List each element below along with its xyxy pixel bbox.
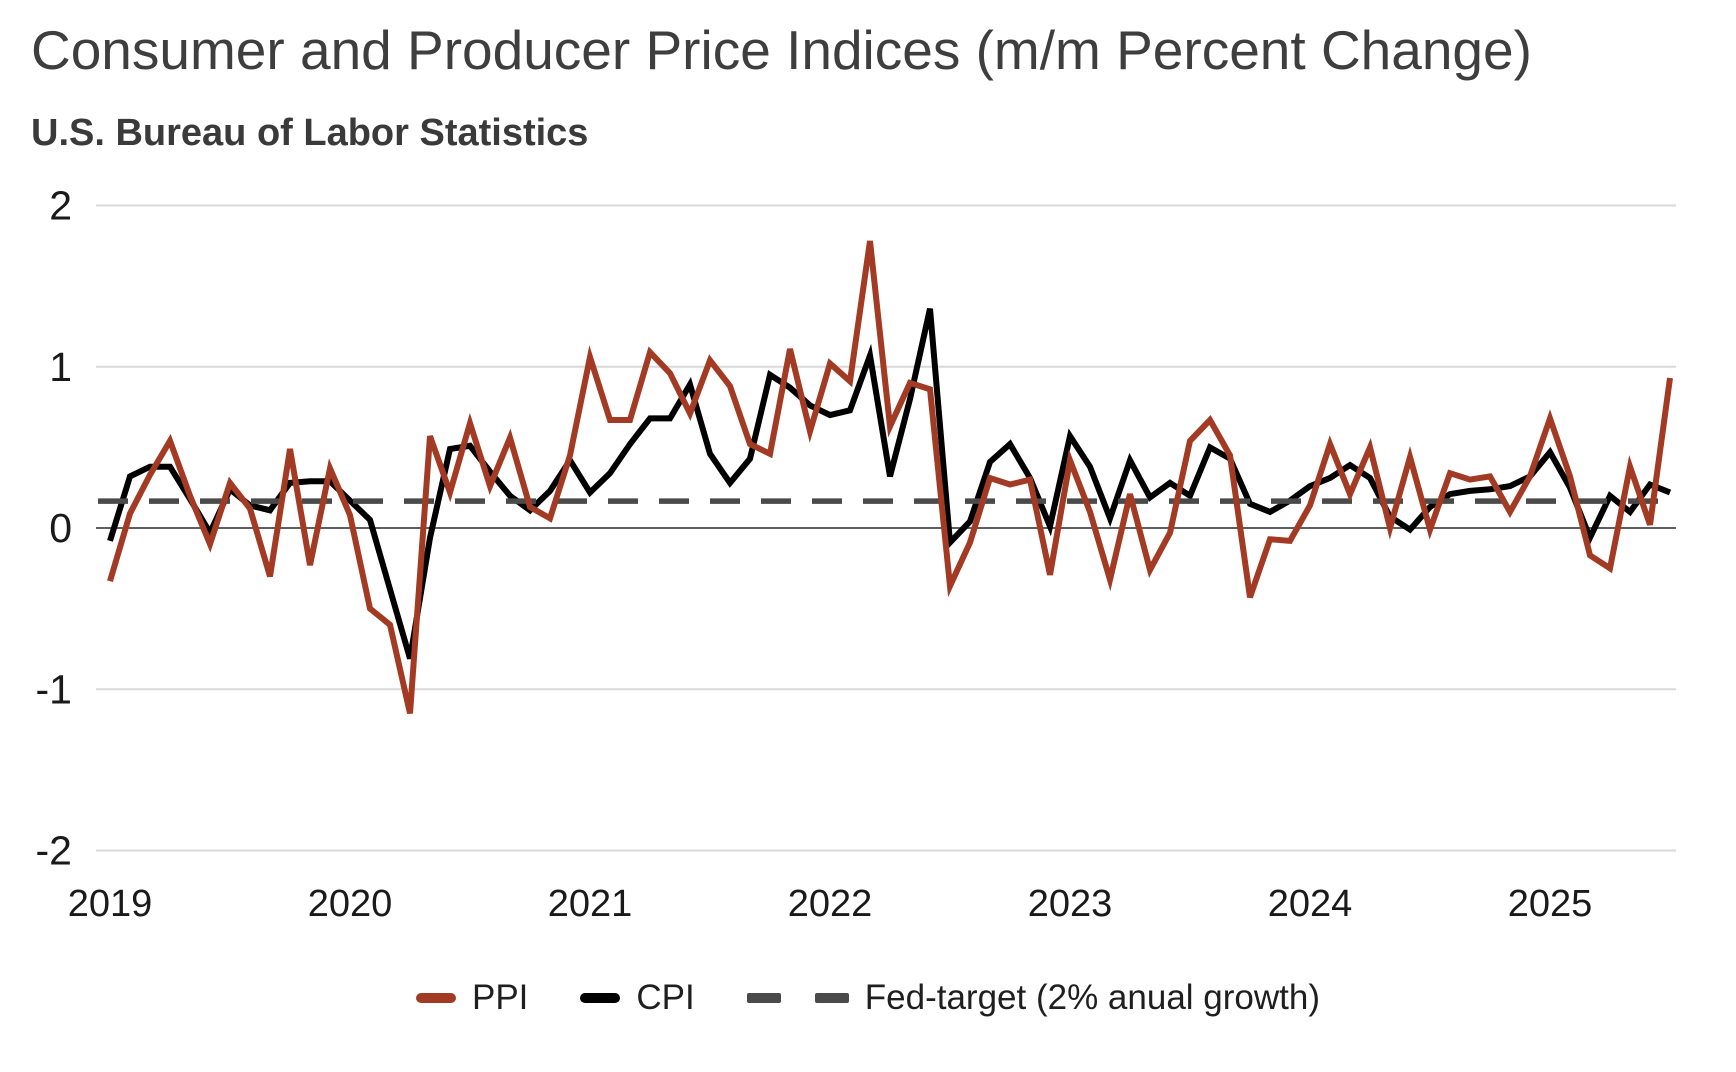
chart-title: Consumer and Producer Price Indices (m/m… — [31, 19, 1532, 81]
y-tick-label--2: -2 — [36, 828, 72, 874]
legend-dashed-swatch — [746, 993, 781, 1003]
y-axis-labels: 2 1 0 -1 -2 — [36, 183, 72, 874]
legend-item-cpi: CPI — [580, 978, 695, 1018]
legend-label: CPI — [636, 978, 695, 1017]
cpi-line — [107, 308, 1672, 660]
chart-subtitle: U.S. Bureau of Labor Statistics — [31, 112, 589, 154]
chart-legend: PPI CPI Fed-target (2% anual growth) — [0, 978, 1736, 1018]
legend-label: Fed-target (2% anual growth) — [864, 978, 1320, 1017]
y-gridlines — [96, 204, 1676, 852]
legend-label: PPI — [471, 978, 529, 1017]
x-tick-label-2020: 2020 — [308, 883, 393, 925]
x-axis-labels: 2019 2020 2021 2022 2023 2024 2025 — [68, 883, 1593, 925]
x-tick-label-2023: 2023 — [1028, 883, 1113, 925]
y-tick-label-1: 1 — [49, 344, 72, 390]
ppi-line — [107, 240, 1673, 715]
x-tick-label-2024: 2024 — [1268, 883, 1353, 925]
legend-dashed-swatch — [814, 993, 849, 1003]
x-tick-label-2025: 2025 — [1508, 883, 1593, 925]
x-tick-label-2022: 2022 — [788, 883, 873, 925]
x-tick-label-2019: 2019 — [68, 883, 153, 925]
legend-item-ppi: PPI — [415, 978, 529, 1018]
legend-swatch — [415, 993, 456, 1003]
y-tick-label--1: -1 — [36, 666, 72, 712]
y-tick-label-0: 0 — [49, 505, 72, 551]
x-tick-label-2021: 2021 — [548, 883, 633, 925]
y-tick-label-2: 2 — [49, 183, 72, 229]
legend-item-fed-target: Fed-target (2% anual growth) — [746, 978, 1320, 1018]
legend-swatch — [580, 993, 621, 1003]
